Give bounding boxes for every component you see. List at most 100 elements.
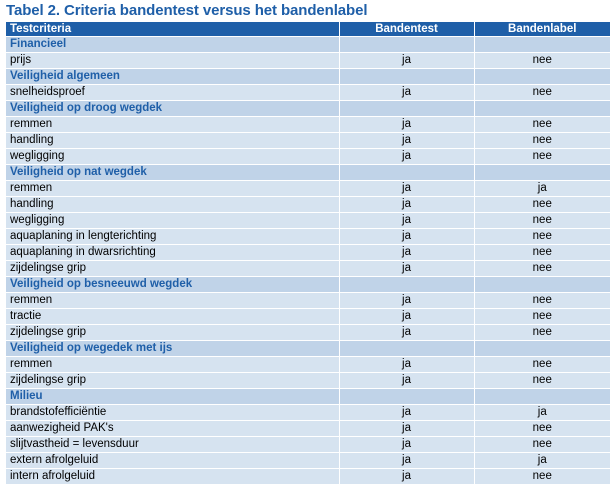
- table-row: aquaplaning in lengterichting ja nee: [6, 228, 610, 245]
- criterion-label: remmen: [6, 292, 340, 309]
- header-bandenlabel: Bandenlabel: [474, 22, 610, 37]
- bandenlabel-value: nee: [474, 84, 610, 101]
- bandenlabel-value: nee: [474, 356, 610, 373]
- criterion-label: snelheidsproef: [6, 84, 340, 101]
- table-title: Tabel 2. Criteria bandentest versus het …: [6, 2, 368, 19]
- section-empty-cell: [339, 164, 475, 181]
- criterion-label: tractie: [6, 308, 340, 325]
- bandentest-value: ja: [339, 116, 475, 133]
- table-row: snelheidsproef ja nee: [6, 84, 610, 101]
- bandentest-value: ja: [339, 180, 475, 197]
- bandentest-value: ja: [339, 244, 475, 261]
- criterion-label: prijs: [6, 52, 340, 69]
- section-empty-cell: [474, 340, 610, 357]
- bandenlabel-value: nee: [474, 468, 610, 485]
- section-empty-cell: [339, 276, 475, 293]
- criterion-label: handling: [6, 132, 340, 149]
- bandenlabel-value: ja: [474, 404, 610, 421]
- section-header-row: Veiligheid op besneeuwd wegdek: [6, 276, 610, 293]
- table-row: zijdelingse grip ja nee: [6, 324, 610, 341]
- criteria-table: Testcriteria Bandentest Bandenlabel Fina…: [6, 22, 610, 485]
- bandentest-value: ja: [339, 132, 475, 149]
- header-testcriteria: Testcriteria: [6, 22, 340, 37]
- criterion-label: intern afrolgeluid: [6, 468, 340, 485]
- section-title: Veiligheid algemeen: [6, 68, 340, 85]
- criterion-label: remmen: [6, 116, 340, 133]
- section-empty-cell: [339, 388, 475, 405]
- table-row: zijdelingse grip ja nee: [6, 372, 610, 389]
- criterion-label: aanwezigheid PAK's: [6, 420, 340, 437]
- bandenlabel-value: nee: [474, 228, 610, 245]
- bandentest-value: ja: [339, 84, 475, 101]
- bandenlabel-value: nee: [474, 132, 610, 149]
- bandenlabel-value: nee: [474, 372, 610, 389]
- bandentest-value: ja: [339, 404, 475, 421]
- bandenlabel-value: ja: [474, 180, 610, 197]
- table-row: aquaplaning in dwarsrichting ja nee: [6, 244, 610, 261]
- section-empty-cell: [339, 340, 475, 357]
- section-title: Veiligheid op droog wegdek: [6, 100, 340, 117]
- section-header-row: Financieel: [6, 36, 610, 53]
- table-row: remmen ja nee: [6, 292, 610, 309]
- table-row: zijdelingse grip ja nee: [6, 260, 610, 277]
- criterion-label: slijtvastheid = levensduur: [6, 436, 340, 453]
- bandenlabel-value: nee: [474, 436, 610, 453]
- section-title: Veiligheid op wegedek met ijs: [6, 340, 340, 357]
- criterion-label: brandstofefficiëntie: [6, 404, 340, 421]
- criterion-label: aquaplaning in lengterichting: [6, 228, 340, 245]
- criterion-label: zijdelingse grip: [6, 324, 340, 341]
- section-header-row: Veiligheid op wegedek met ijs: [6, 340, 610, 357]
- bandenlabel-value: ja: [474, 452, 610, 469]
- table-row: remmen ja nee: [6, 356, 610, 373]
- bandentest-value: ja: [339, 436, 475, 453]
- table-header-row: Testcriteria Bandentest Bandenlabel: [6, 22, 610, 37]
- criterion-label: extern afrolgeluid: [6, 452, 340, 469]
- section-empty-cell: [474, 68, 610, 85]
- table-row: remmen ja ja: [6, 180, 610, 197]
- section-header-row: Milieu: [6, 388, 610, 405]
- criterion-label: remmen: [6, 356, 340, 373]
- bandenlabel-value: nee: [474, 324, 610, 341]
- table-row: prijs ja nee: [6, 52, 610, 69]
- criterion-label: handling: [6, 196, 340, 213]
- table-row: extern afrolgeluid ja ja: [6, 452, 610, 469]
- table-row: tractie ja nee: [6, 308, 610, 325]
- table-row: slijtvastheid = levensduur ja nee: [6, 436, 610, 453]
- section-empty-cell: [339, 100, 475, 117]
- table-row: wegligging ja nee: [6, 212, 610, 229]
- section-empty-cell: [339, 68, 475, 85]
- section-empty-cell: [474, 100, 610, 117]
- table-row: intern afrolgeluid ja nee: [6, 468, 610, 485]
- bandentest-value: ja: [339, 452, 475, 469]
- criterion-label: zijdelingse grip: [6, 260, 340, 277]
- table-row: handling ja nee: [6, 196, 610, 213]
- bandentest-value: ja: [339, 52, 475, 69]
- section-title: Veiligheid op besneeuwd wegdek: [6, 276, 340, 293]
- bandentest-value: ja: [339, 228, 475, 245]
- bandentest-value: ja: [339, 308, 475, 325]
- bandentest-value: ja: [339, 260, 475, 277]
- section-title: Financieel: [6, 36, 340, 53]
- bandenlabel-value: nee: [474, 196, 610, 213]
- section-title: Milieu: [6, 388, 340, 405]
- criterion-label: remmen: [6, 180, 340, 197]
- section-title: Veiligheid op nat wegdek: [6, 164, 340, 181]
- table-row: handling ja nee: [6, 132, 610, 149]
- section-empty-cell: [474, 388, 610, 405]
- bandentest-value: ja: [339, 148, 475, 165]
- bandenlabel-value: nee: [474, 260, 610, 277]
- bandenlabel-value: nee: [474, 148, 610, 165]
- bandenlabel-value: nee: [474, 52, 610, 69]
- bandentest-value: ja: [339, 372, 475, 389]
- bandenlabel-value: nee: [474, 292, 610, 309]
- bandentest-value: ja: [339, 212, 475, 229]
- bandentest-value: ja: [339, 324, 475, 341]
- bandenlabel-value: nee: [474, 244, 610, 261]
- table-row: wegligging ja nee: [6, 148, 610, 165]
- table-row: brandstofefficiëntie ja ja: [6, 404, 610, 421]
- criterion-label: wegligging: [6, 148, 340, 165]
- section-header-row: Veiligheid op droog wegdek: [6, 100, 610, 117]
- criterion-label: zijdelingse grip: [6, 372, 340, 389]
- bandentest-value: ja: [339, 292, 475, 309]
- section-empty-cell: [474, 164, 610, 181]
